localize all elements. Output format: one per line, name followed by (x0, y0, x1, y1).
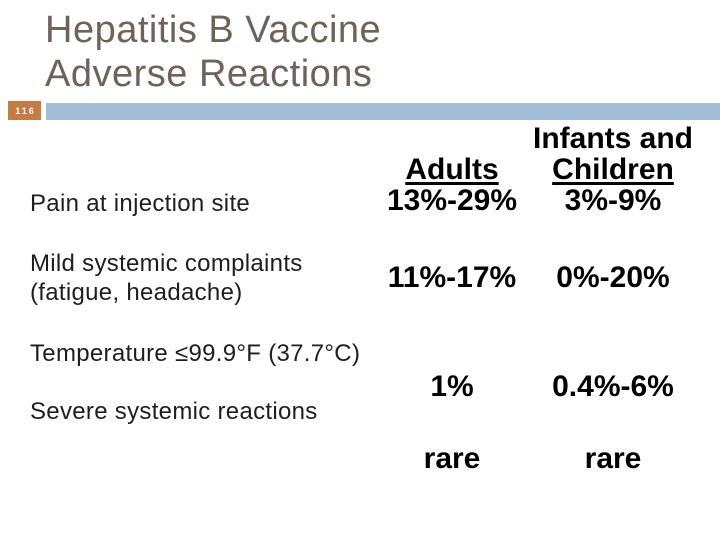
row-label-mild-systemic-complaints: Mild systemic complaints (fatigue, heada… (30, 249, 303, 307)
row-label-temperature: Temperature ≤99.9°F (37.7°C) (30, 340, 361, 367)
value-temperature-adults: 1% (430, 370, 474, 403)
slide-number-badge: 116 (8, 101, 41, 120)
title-line-2: Adverse Reactions (45, 53, 373, 95)
row-label-pain-at-injection-site: Pain at injection site (30, 190, 251, 217)
column-header-infants-line2: Children (528, 155, 698, 185)
column-header-adults-label: Adults (405, 153, 499, 186)
row-label-mild-line2: (fatigue, headache) (30, 279, 243, 306)
accent-bar (46, 103, 720, 120)
value-temperature-infants: 0.4%-6% (552, 370, 674, 403)
column-header-infants-line1: Infants and (532, 122, 693, 155)
row-label-severe-systemic-reactions: Severe systemic reactions (30, 398, 318, 425)
value-mild-infants: 0%-20% (556, 261, 670, 294)
row-label-mild-line1: Mild systemic complaints (30, 250, 303, 277)
value-severe-infants: rare (584, 442, 642, 475)
value-pain-infants: 3%-9% (564, 184, 662, 217)
value-mild-adults: 11%-17% (387, 261, 517, 294)
column-header-infants-label: Children (552, 153, 674, 186)
value-severe-adults: rare (423, 442, 481, 475)
value-pain-adults: 13%-29% (386, 184, 518, 217)
title-line-1: Hepatitis B Vaccine (45, 9, 382, 51)
slide-title: Hepatitis B Vaccine Adverse Reactions (45, 8, 381, 96)
column-header-adults: Adults (367, 155, 537, 185)
